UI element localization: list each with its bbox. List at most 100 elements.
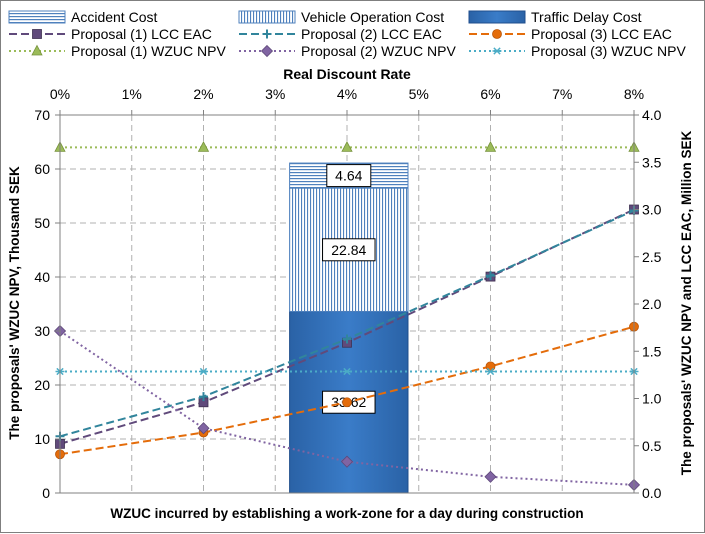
- legend-entry-accident-cost-swatch: [8, 10, 66, 24]
- series-proposal-3-lcc-eac-point-shape: [342, 397, 352, 408]
- right-tick-label: 0.0: [642, 485, 662, 501]
- legend-entry-proposal-3-wzuc-npv-marker-shape: [492, 47, 502, 55]
- left-tick-label: 0: [42, 485, 50, 501]
- top-tick-label: 7%: [552, 86, 572, 102]
- right-tick-label: 2.5: [642, 249, 662, 265]
- series-proposal-2-wzuc-npv-point-shape: [340, 455, 354, 468]
- top-tick-label: 0%: [50, 86, 70, 102]
- series-proposal-3-lcc-eac-point: [485, 361, 496, 372]
- top-tick-label: 1%: [122, 86, 142, 102]
- series-proposal-3-wzuc-npv-point: [486, 367, 495, 376]
- series-proposal-3-wzuc-npv-point-shape: [342, 367, 352, 376]
- right-tick-label: 0.5: [642, 438, 662, 454]
- legend-entry-traffic-delay-cost: Traffic Delay Cost: [468, 9, 642, 25]
- top-tick-label: 4%: [337, 86, 357, 102]
- legend-entry-accident-cost-label: Accident Cost: [71, 9, 157, 25]
- series-proposal-1-wzuc-npv-point: [197, 141, 210, 152]
- top-tick-label: 5%: [409, 86, 429, 102]
- legend-entry-proposal-2-lcc-eac: Proposal (2) LCC EAC: [239, 26, 442, 42]
- series-proposal-2-wzuc-npv-point-shape: [484, 470, 497, 483]
- legend-entry-proposal-1-lcc-eac-marker-shape: [32, 29, 42, 39]
- legend-entry-proposal-3-lcc-eac-marker-shape: [492, 29, 502, 39]
- top-axis-title: Real Discount Rate: [283, 66, 411, 82]
- series-proposal-3-lcc-eac-point-shape: [485, 361, 496, 372]
- legend-entry-proposal-1-wzuc-npv: Proposal (1) WZUC NPV: [9, 43, 226, 59]
- legend-entry-proposal-1-lcc-eac-marker: [32, 29, 42, 39]
- legend-entry-vehicle-operation-cost-label: Vehicle Operation Cost: [301, 9, 444, 25]
- series-proposal-1-wzuc-npv: [54, 141, 640, 152]
- legend-entry-proposal-2-wzuc-npv: Proposal (2) WZUC NPV: [239, 43, 456, 59]
- legend-entry-proposal-3-lcc-eac: Proposal (3) LCC EAC: [469, 26, 672, 42]
- series-proposal-2-wzuc-npv-point: [340, 455, 354, 468]
- legend-entry-proposal-3-wzuc-npv: Proposal (3) WZUC NPV: [469, 43, 686, 59]
- top-tick-label: 2%: [193, 86, 213, 102]
- series-proposal-1-wzuc-npv-point: [484, 141, 497, 152]
- top-tick-label: 6%: [480, 86, 500, 102]
- left-axis-title: The proposals' WZUC NPV, Thousand SEK: [7, 166, 22, 440]
- legend-entry-proposal-1-wzuc-npv-marker-shape: [31, 44, 43, 56]
- legend-entry-vehicle-operation-cost-swatch: [238, 10, 296, 24]
- data-label-vehicle-operation-cost: 22.84: [331, 242, 366, 258]
- left-tick-label: 30: [34, 323, 50, 339]
- axes: 0% 1% 2% 3% 4% 5% 6% 7% 8% 0 10 20 30 40 50 60 70 0.0 0.5 1…: [34, 86, 661, 501]
- right-tick-label: 1.5: [642, 343, 662, 359]
- series-proposal-2-wzuc-npv-point: [197, 422, 210, 435]
- legend-entry-proposal-2-wzuc-npv-marker: [260, 44, 274, 58]
- series-proposal-2-lcc-eac-point: [486, 271, 495, 281]
- legend-entry-proposal-3-wzuc-npv-label: Proposal (3) WZUC NPV: [531, 43, 686, 59]
- legend-entry-traffic-delay-cost-label: Traffic Delay Cost: [531, 9, 642, 25]
- series-proposal-3-wzuc-npv-point: [199, 367, 208, 376]
- left-tick-label: 40: [34, 269, 50, 285]
- left-tick-label: 60: [34, 161, 50, 177]
- series-proposal-2-wzuc-npv: [53, 324, 641, 491]
- stacked-bar: 33.6222.844.64: [289, 162, 409, 494]
- legend-entry-proposal-3-lcc-eac-label: Proposal (3) LCC EAC: [531, 26, 672, 42]
- legend-entry-accident-cost: Accident Cost: [8, 9, 157, 25]
- series-proposal-2-wzuc-npv-point-shape: [197, 422, 210, 435]
- legend: Accident Cost Vehicle Operation Cost Traff…: [8, 9, 686, 59]
- data-label-box-vehicle-operation-cost: [322, 238, 376, 262]
- left-tick-label: 10: [34, 431, 50, 447]
- legend-entry-proposal-2-lcc-eac-label: Proposal (2) LCC EAC: [301, 26, 442, 42]
- series-lines: [53, 141, 641, 491]
- right-tick-label: 1.0: [642, 391, 662, 407]
- data-label-box-accident-cost: [326, 164, 372, 188]
- series-proposal-1-wzuc-npv-point: [341, 141, 353, 152]
- left-tick-label: 70: [34, 107, 50, 123]
- series-proposal-3-wzuc-npv-point-shape: [486, 367, 495, 376]
- legend-entry-proposal-2-wzuc-npv-label: Proposal (2) WZUC NPV: [301, 43, 456, 59]
- legend-entry-proposal-3-wzuc-npv-marker: [492, 47, 502, 55]
- top-tick-label: 8%: [624, 86, 644, 102]
- series-proposal-2-lcc-eac-point-shape: [486, 271, 495, 281]
- series-proposal-2-lcc-eac-point: [342, 334, 352, 344]
- legend-entry-proposal-2-lcc-eac-marker: [262, 29, 272, 39]
- series-proposal-3-wzuc-npv-point: [342, 367, 352, 376]
- bottom-axis-title: WZUC incurred by establishing a work-zon…: [110, 506, 583, 521]
- legend-entry-proposal-2-lcc-eac-marker-shape: [262, 29, 272, 39]
- series-proposal-1-wzuc-npv-point-shape: [341, 141, 353, 152]
- series-proposal-3-wzuc-npv-point-shape: [199, 367, 208, 376]
- legend-entry-traffic-delay-cost-swatch: [468, 10, 526, 24]
- series-proposal-2-wzuc-npv-point: [484, 470, 497, 483]
- left-tick-label: 20: [34, 377, 50, 393]
- series-proposal-3-lcc-eac-point: [342, 397, 352, 408]
- legend-entry-proposal-1-wzuc-npv-marker: [31, 44, 43, 56]
- legend-entry-proposal-1-lcc-eac: Proposal (1) LCC EAC: [9, 26, 212, 42]
- top-tick-label: 3%: [265, 86, 285, 102]
- right-tick-label: 4.0: [642, 107, 662, 123]
- series-proposal-1-wzuc-npv-point-shape: [484, 141, 497, 152]
- right-axis-title: The proposals' WZUC NPV and LCC EAC, Mil…: [679, 131, 694, 476]
- legend-entry-proposal-1-lcc-eac-label: Proposal (1) LCC EAC: [71, 26, 212, 42]
- legend-entry-proposal-1-wzuc-npv-label: Proposal (1) WZUC NPV: [71, 43, 226, 59]
- series-proposal-2-lcc-eac-point: [199, 392, 208, 402]
- right-tick-label: 2.0: [642, 296, 662, 312]
- legend-entry-vehicle-operation-cost: Vehicle Operation Cost: [238, 9, 444, 25]
- series-proposal-2-lcc-eac-point-shape: [199, 392, 208, 402]
- legend-entry-proposal-3-lcc-eac-marker: [492, 29, 502, 39]
- data-label-accident-cost: 4.64: [335, 168, 362, 184]
- series-proposal-1-wzuc-npv-point-shape: [197, 141, 210, 152]
- right-tick-label: 3.5: [642, 154, 662, 170]
- series-proposal-2-lcc-eac-point-shape: [342, 334, 352, 344]
